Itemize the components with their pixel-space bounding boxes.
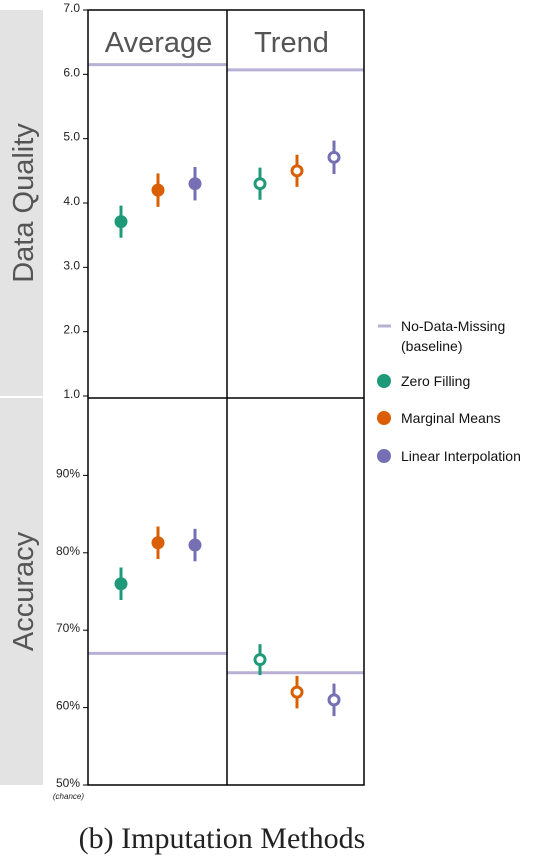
accuracy-trend-linear-interpolation-point	[327, 693, 341, 707]
legend: No-Data-Missing (baseline) Zero Filling Mar…	[377, 318, 521, 464]
row-title-bands: Data Quality Accuracy	[0, 10, 43, 785]
legend-dot-zero-filling	[377, 374, 391, 388]
legend-label-zero-filling: Zero Filling	[401, 373, 470, 389]
legend-label-baseline: (baseline)	[401, 338, 462, 354]
data-quality-trend-marginal-means-point	[290, 164, 304, 178]
accuracy-tick-label: 80%	[56, 544, 80, 558]
facet-title-trend: Trend	[254, 27, 329, 59]
accuracy-tick-label: 60%	[56, 699, 80, 713]
data-quality-average-zero-filling-point	[114, 215, 128, 229]
data-quality-tick-label: 5.0	[63, 130, 80, 144]
accuracy-trend-marginal-means-point	[290, 685, 304, 699]
accuracy-average-zero-filling-point	[114, 577, 128, 591]
accuracy-tick-label: 90%	[56, 466, 80, 480]
data-quality-trend-zero-filling-point	[253, 177, 267, 191]
data-quality-tick-label: 4.0	[63, 194, 80, 208]
facet-title-average: Average	[105, 27, 213, 59]
panel-frames	[87, 9, 365, 786]
accuracy-trend-zero-filling-point	[253, 653, 267, 667]
legend-dot-linear-interpolation	[377, 449, 391, 463]
data-quality-tick-label: 2.0	[63, 323, 80, 337]
figure-caption: (b) Imputation Methods	[79, 822, 366, 855]
data-quality-tick-label: 3.0	[63, 258, 80, 272]
legend-label-linear-interpolation: Linear Interpolation	[401, 448, 521, 464]
legend-label-marginal-means: Marginal Means	[401, 410, 501, 426]
data-quality-row-title: Data Quality	[8, 123, 40, 283]
facet-titles: Average Trend	[105, 27, 329, 59]
y-axis-ticks: 1.0 2.0 3.0 4.0 5.0 6.0 7.0 50% (chance) 60% 70% 80…	[53, 1, 88, 801]
data-quality-trend-linear-interpolation-point	[327, 150, 341, 164]
data-quality-tick-label: 6.0	[63, 65, 80, 79]
accuracy-average-linear-interpolation-point	[188, 538, 202, 552]
accuracy-tick-sublabel: (chance)	[53, 792, 84, 801]
legend-label-baseline: No-Data-Missing	[401, 318, 505, 334]
data-quality-tick-label: 7.0	[63, 1, 80, 15]
data-marks	[114, 140, 341, 717]
data-quality-average-linear-interpolation-point	[188, 177, 202, 191]
accuracy-average-marginal-means-point	[151, 536, 165, 550]
legend-dot-marginal-means	[377, 411, 391, 425]
accuracy-row-title: Accuracy	[8, 531, 40, 651]
data-quality-tick-label: 1.0	[63, 387, 80, 401]
accuracy-tick-label: 70%	[56, 621, 80, 635]
baseline-lines	[88, 63, 364, 675]
accuracy-tick-label: 50%	[56, 776, 80, 790]
data-quality-title-band	[0, 10, 43, 396]
data-quality-average-marginal-means-point	[151, 183, 165, 197]
accuracy-title-band	[0, 398, 43, 785]
